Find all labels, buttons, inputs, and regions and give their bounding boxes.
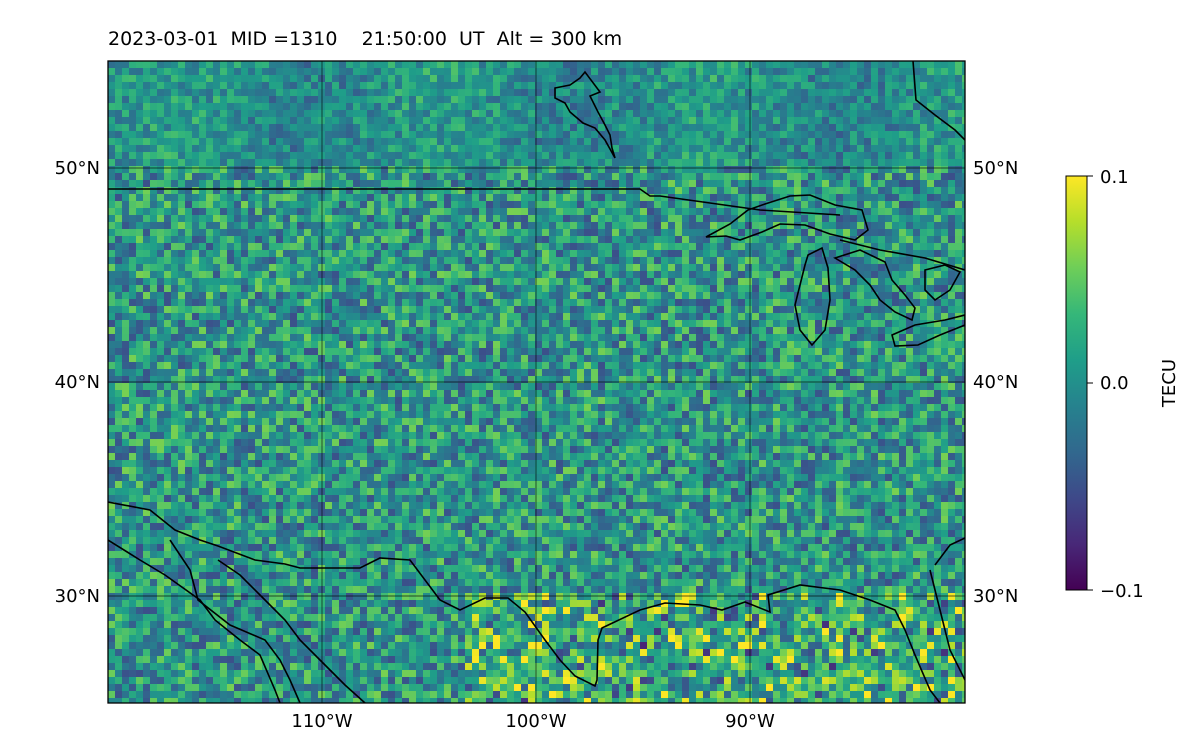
colorbar-label-min: −0.1	[1100, 581, 1144, 602]
florida-peninsula	[934, 537, 965, 566]
labrador-coast	[912, 61, 965, 141]
lon-label-90w: 90°W	[725, 711, 775, 732]
coastlines	[108, 61, 965, 703]
lat-label-40n-right: 40°N	[973, 372, 1018, 393]
lon-tick-labels: 110°W 100°W 90°W	[291, 711, 775, 732]
graticule	[108, 61, 965, 703]
colorbar-title: TECU	[1159, 359, 1180, 408]
lat-label-30n-right: 30°N	[973, 586, 1018, 607]
lat-label-50n-right: 50°N	[973, 158, 1018, 179]
lat-tick-labels-left: 50°N 40°N 30°N	[55, 158, 100, 607]
gulf-coast	[108, 501, 941, 703]
colorbar-label-max: 0.1	[1100, 167, 1129, 188]
lat-label-30n-left: 30°N	[55, 586, 100, 607]
lon-label-100w: 100°W	[505, 711, 566, 732]
lake-huron	[833, 249, 916, 322]
st-lawrence	[839, 239, 965, 271]
lake-michigan	[794, 246, 831, 347]
baja-east	[169, 539, 301, 703]
lat-label-50n-left: 50°N	[55, 158, 100, 179]
baja-peninsula	[108, 539, 281, 703]
tec-heatmap	[108, 61, 965, 703]
lake-erie	[891, 314, 965, 347]
colorbar: 0.1 0.0 −0.1 TECU	[1065, 167, 1180, 602]
lon-label-110w: 110°W	[291, 711, 352, 732]
map-frame	[107, 60, 966, 704]
lake-ontario	[924, 264, 962, 302]
mainland-mexico-west	[217, 559, 366, 703]
colorbar-ramp	[1065, 175, 1088, 591]
us-canada-border	[108, 188, 841, 216]
map-title: 2023-03-01 MID =1310 21:50:00 UT Alt = 3…	[108, 28, 623, 50]
colorbar-label-zero: 0.0	[1100, 373, 1129, 394]
hudson-bay-coast	[554, 70, 616, 159]
lat-tick-labels-right: 50°N 40°N 30°N	[973, 158, 1018, 607]
lake-superior	[705, 194, 869, 241]
lat-label-40n-left: 40°N	[55, 372, 100, 393]
florida-west	[929, 569, 965, 681]
